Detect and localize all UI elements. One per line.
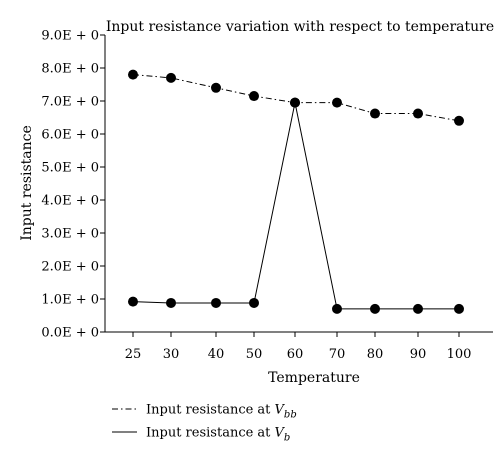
y-tick-label: 8.0E + 0 (41, 62, 99, 77)
x-tick-label: 25 (125, 347, 142, 362)
data-point-bb (454, 115, 464, 126)
legend-label-b: Input resistance at Vb (146, 426, 290, 444)
x-tick-label: 40 (208, 347, 225, 362)
series-line-bb (132, 74, 460, 122)
data-point-b (166, 297, 176, 308)
y-tick-label: 7.0E + 0 (41, 95, 99, 110)
legend: Input resistance at Vbb Input resistance … (112, 403, 297, 444)
data-markers (128, 69, 464, 314)
data-point-bb (166, 72, 176, 83)
data-point-b (413, 303, 423, 314)
data-point-b (332, 303, 342, 314)
y-tick-label: 9.0E + 0 (41, 29, 99, 44)
chart-title: Input resistance variation with respect … (106, 19, 494, 35)
series-lines (132, 74, 460, 310)
y-tick-label: 4.0E + 0 (41, 194, 99, 209)
x-tick-label: 80 (367, 347, 384, 362)
data-point-bb (249, 91, 259, 102)
data-point-b (128, 296, 138, 307)
data-point-b (211, 297, 221, 308)
x-tick-label: 50 (246, 347, 263, 362)
series-line-b (132, 102, 459, 310)
axes (100, 34, 493, 337)
x-tick-label: 90 (410, 347, 427, 362)
x-tick-label: 100 (447, 347, 472, 362)
data-point-bb (413, 108, 423, 119)
x-tick-label: 30 (163, 347, 180, 362)
data-point-b (370, 303, 380, 314)
y-tick-labels: 0.0E + 0 1.0E + 0 2.0E + 0 3.0E + 0 4.0E + 0… (41, 29, 99, 341)
y-tick-label: 6.0E + 0 (41, 128, 99, 143)
data-point-b (249, 297, 259, 308)
y-tick-label: 2.0E + 0 (41, 260, 99, 275)
data-point-bb (211, 82, 221, 93)
x-tick-label: 70 (329, 347, 346, 362)
legend-label-bb: Input resistance at Vbb (146, 403, 297, 421)
x-tick-labels: 25 30 40 50 60 70 80 90 100 (125, 347, 472, 362)
data-point-bb (332, 97, 342, 108)
data-point-bb (370, 108, 380, 119)
data-point-bb (128, 69, 138, 80)
y-tick-label: 5.0E + 0 (41, 161, 99, 176)
x-axis-label: Temperature (268, 370, 360, 386)
y-axis-label: Input resistance (19, 125, 35, 241)
data-point-b (454, 303, 464, 314)
y-tick-label: 0.0E + 0 (41, 326, 99, 341)
y-tick-label: 3.0E + 0 (41, 227, 99, 242)
y-tick-label: 1.0E + 0 (41, 293, 99, 308)
x-tick-label: 60 (287, 347, 304, 362)
data-point-b (290, 97, 300, 108)
